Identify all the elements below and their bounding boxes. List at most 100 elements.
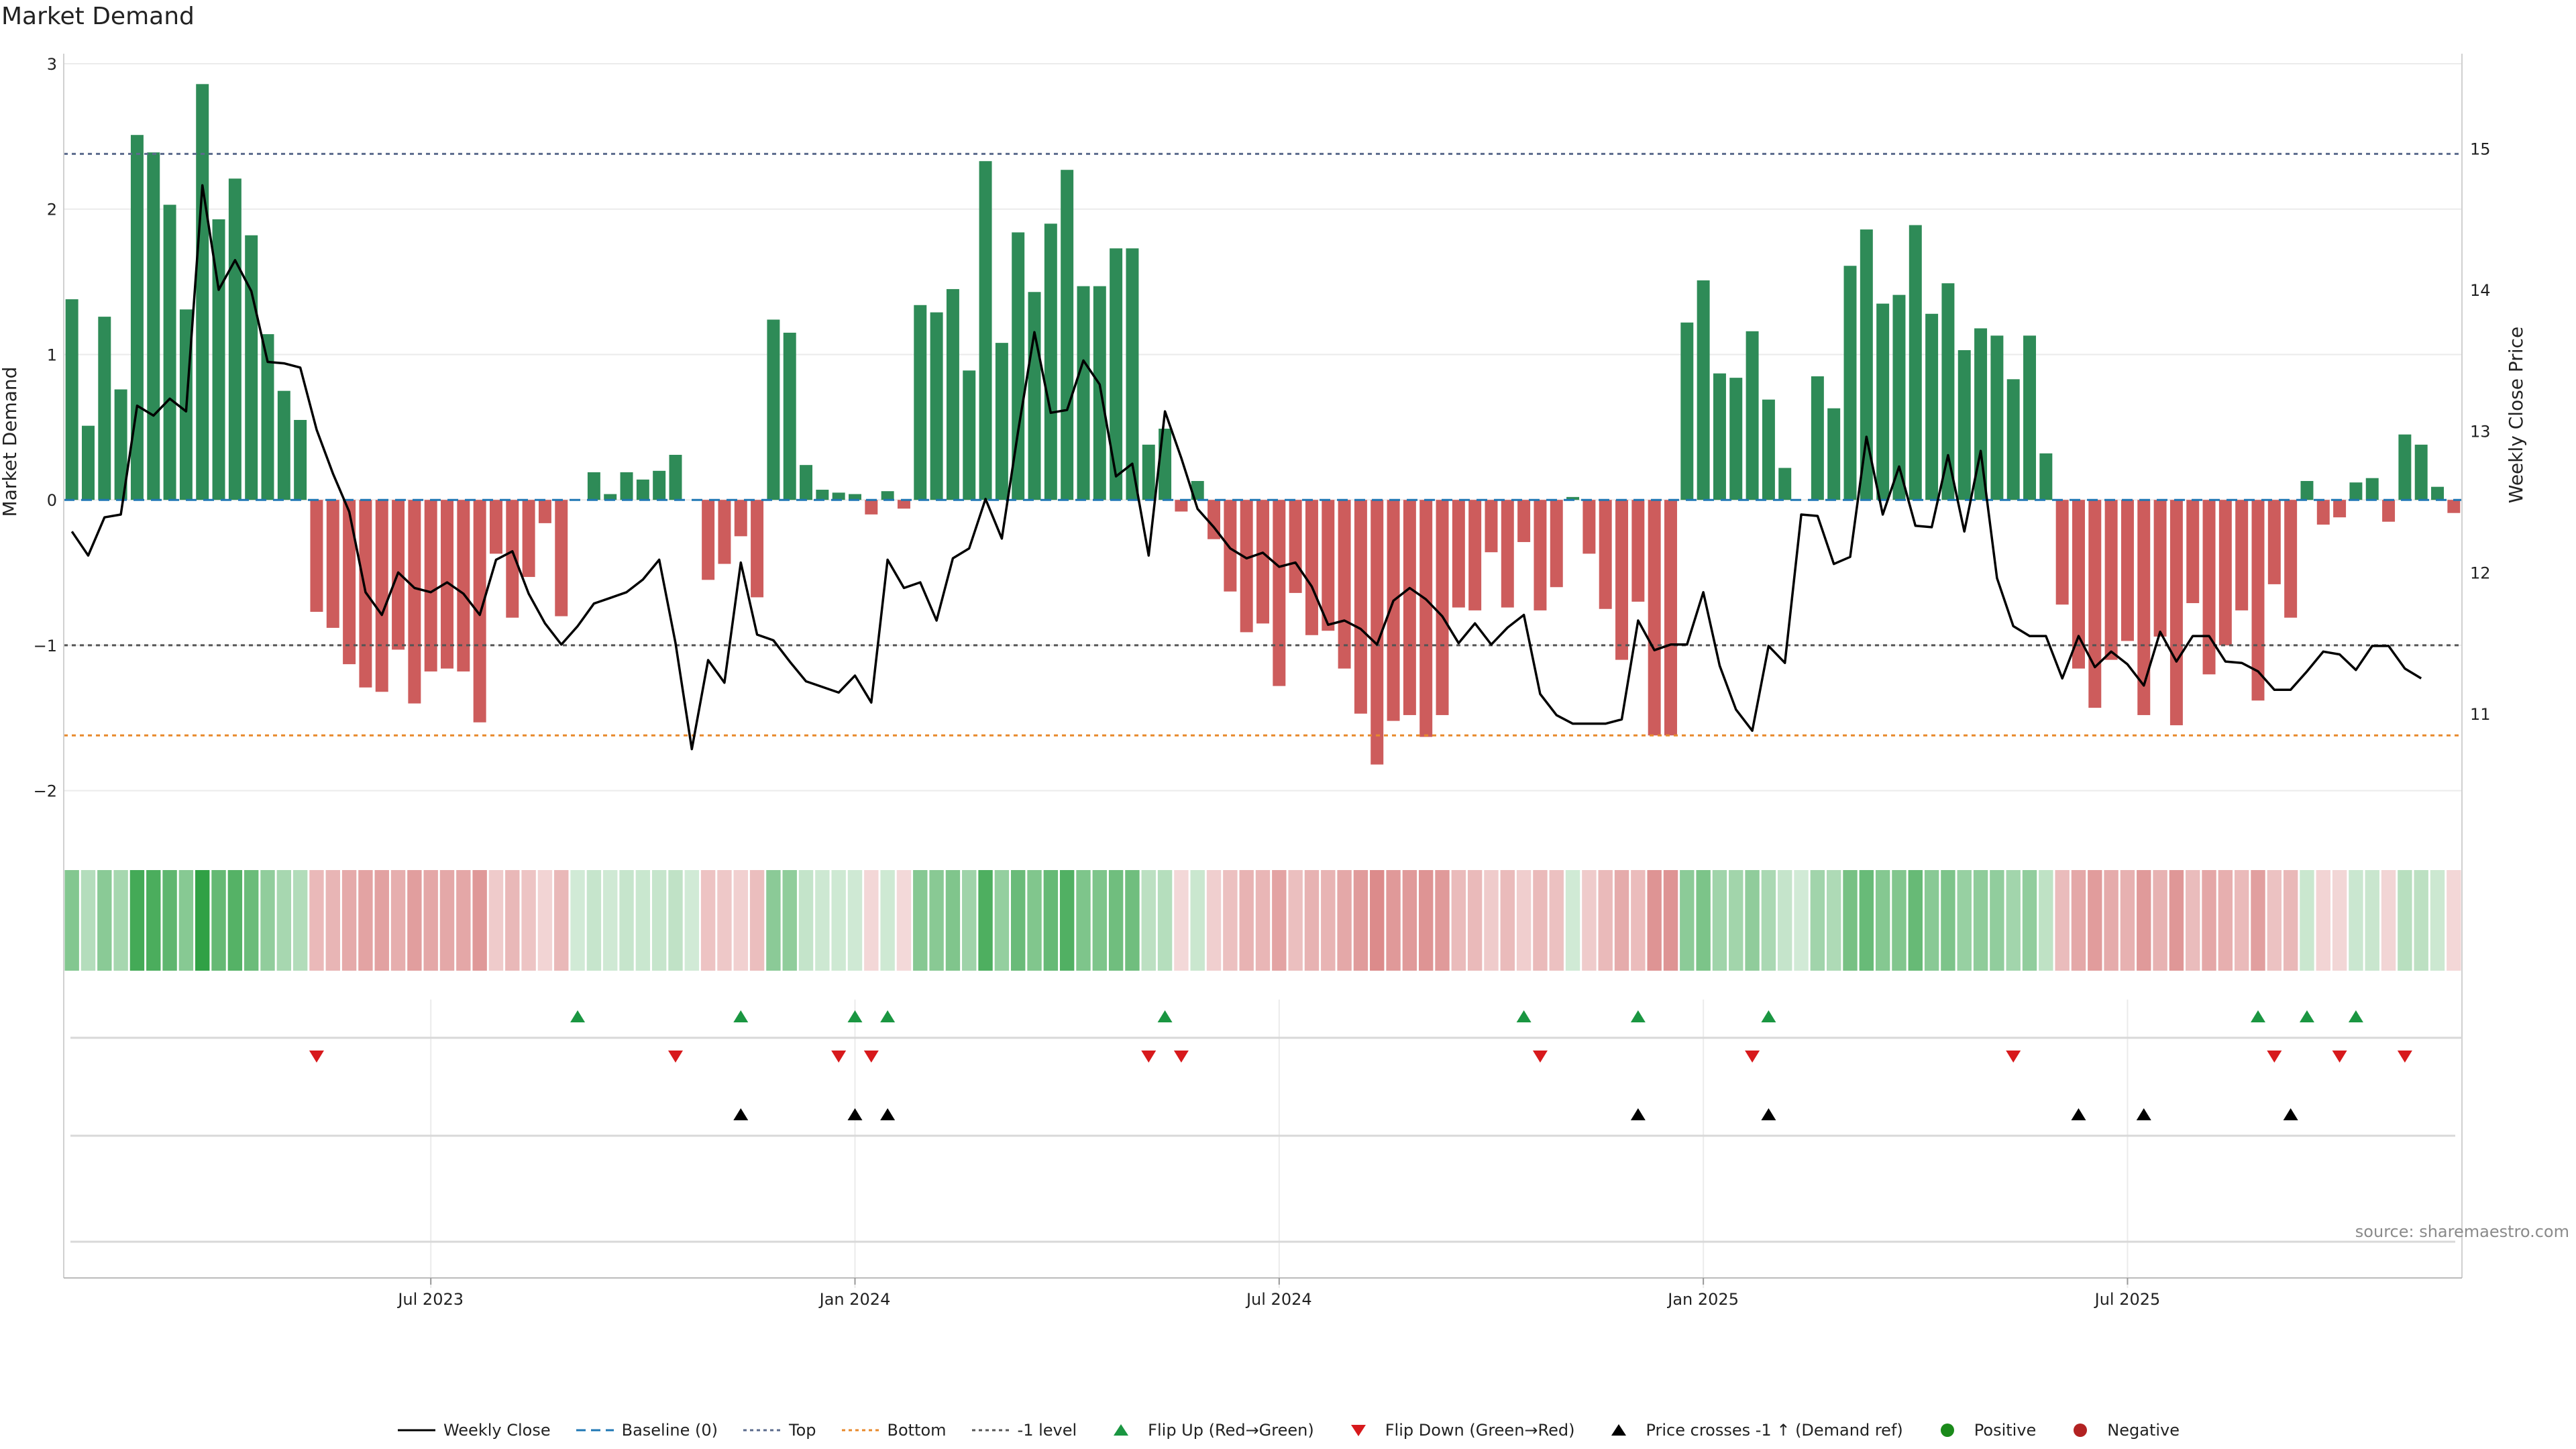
legend-item-flip_up: Flip Up (Red→Green): [1101, 1421, 1314, 1440]
heat-cell: [1598, 870, 1613, 971]
heat-cell: [1418, 870, 1434, 971]
heat-cell: [1337, 870, 1352, 971]
heat-cell: [292, 870, 308, 971]
heat-cell: [1549, 870, 1564, 971]
heat-cell: [1043, 870, 1059, 971]
heat-cell: [2316, 870, 2330, 971]
heat-cell: [994, 870, 1010, 971]
heat-cell: [129, 870, 145, 971]
heat-cell: [1647, 870, 1662, 971]
demand-bar: [1354, 500, 1367, 714]
demand-bar: [1159, 428, 1172, 500]
demand-bar: [1811, 376, 1824, 500]
legend-label: Positive: [1974, 1421, 2037, 1440]
heat-cell: [1941, 870, 1955, 971]
y2-tick-label: 11: [2470, 705, 2491, 724]
demand-bar: [1648, 500, 1661, 736]
legend-label: Price crosses -1 ↑ (Demand ref): [1646, 1421, 1903, 1440]
demand-bar: [277, 390, 290, 500]
heat-cell: [2300, 870, 2314, 971]
demand-bar: [506, 500, 519, 618]
heat-cell: [439, 870, 455, 971]
heat-cell: [1924, 870, 1939, 971]
heat-cell: [178, 870, 194, 971]
demand-bar: [2039, 453, 2053, 500]
price-cross-marker: [847, 1108, 863, 1120]
demand-bar: [1012, 232, 1025, 500]
demand-bar: [1941, 283, 1955, 500]
demand-bar: [2251, 500, 2265, 701]
demand-bar: [2316, 500, 2330, 525]
demand-bar: [2072, 500, 2085, 669]
demand-bar: [294, 419, 307, 500]
heat-cell: [2055, 870, 2070, 971]
heat-cell: [211, 870, 226, 971]
x-tick-label: Jan 2024: [818, 1290, 891, 1309]
demand-bar: [1909, 225, 1922, 500]
heat-cell: [1353, 870, 1368, 971]
legend-cross-icon: [1611, 1424, 1627, 1436]
demand-bar: [587, 472, 600, 500]
demand-bar: [832, 492, 845, 500]
heat-cell: [195, 870, 210, 971]
demand-bar: [1338, 500, 1351, 669]
demand-bar: [1289, 500, 1302, 593]
demand-bar: [1957, 350, 1971, 500]
demand-bar: [2202, 500, 2216, 675]
demand-bar: [914, 305, 927, 500]
demand-bar: [653, 470, 666, 500]
heat-cell: [2234, 870, 2249, 971]
demand-bar: [946, 288, 959, 500]
x-tick-label: Jul 2025: [2094, 1290, 2161, 1309]
heat-cell: [97, 870, 112, 971]
demand-bar: [2186, 500, 2200, 604]
heat-cell: [456, 870, 471, 971]
y-tick-label: 1: [47, 345, 57, 364]
heat-cell: [472, 870, 487, 971]
heat-cell: [749, 870, 765, 971]
y2-tick-label: 12: [2470, 564, 2491, 582]
heat-cell: [945, 870, 961, 971]
heat-cell: [880, 870, 895, 971]
demand-bar: [995, 343, 1008, 500]
weekly-close-series: [70, 184, 2422, 751]
demand-bar: [522, 500, 535, 578]
heat-cell: [1239, 870, 1254, 971]
heat-cell: [390, 870, 406, 971]
demand-bar: [1452, 500, 1465, 608]
heat-cell: [962, 870, 977, 971]
price-cross-marker: [2071, 1108, 2086, 1120]
heat-cell: [1059, 870, 1075, 971]
demand-bar: [1110, 248, 1123, 500]
y-tick-label: 0: [47, 491, 57, 510]
demand-bar: [2333, 500, 2347, 518]
demand-bar: [669, 455, 682, 500]
demand-bar: [457, 500, 470, 672]
demand-bar: [1713, 373, 1726, 500]
demand-bar: [114, 389, 127, 500]
legend-label: Baseline (0): [621, 1421, 718, 1440]
heat-cell: [1794, 870, 1809, 971]
heat-cell: [2283, 870, 2298, 971]
flip-up-marker: [1157, 1010, 1173, 1022]
heat-cell: [2414, 870, 2428, 971]
price-cross-marker: [2283, 1108, 2298, 1120]
heat-cell: [2071, 870, 2086, 971]
flip-down-marker: [2267, 1051, 2282, 1063]
demand-bar: [1746, 331, 1759, 500]
legend-item-positive: Positive: [1927, 1421, 2037, 1440]
heat-cell: [1484, 870, 1499, 971]
demand-bar: [1778, 468, 1792, 500]
flip-up-marker: [2299, 1010, 2314, 1022]
demand-bar: [2137, 500, 2151, 715]
heat-cell: [1696, 870, 1711, 971]
y-tick-label: 2: [47, 201, 57, 219]
demand-bar: [212, 219, 225, 500]
heat-cell: [162, 870, 177, 971]
demand-bar: [1501, 500, 1514, 608]
heat-cell: [1631, 870, 1646, 971]
chart-title: Market Demand: [1, 3, 195, 30]
heat-cell: [1076, 870, 1091, 971]
heat-cell: [358, 870, 373, 971]
demand-bar: [1550, 500, 1563, 588]
